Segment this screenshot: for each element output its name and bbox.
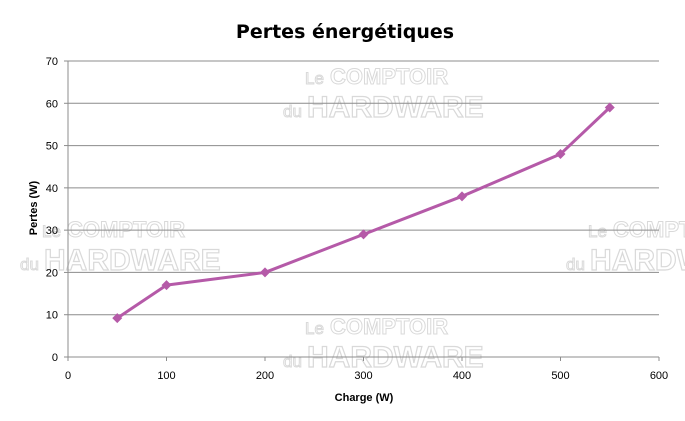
watermark-text: du (283, 102, 302, 121)
x-tick-label: 100 (157, 370, 175, 382)
data-point-marker (358, 229, 369, 240)
x-tick-label: 300 (354, 370, 372, 382)
watermark-text: HARDWARE (307, 91, 484, 124)
watermark-text: du (20, 255, 39, 274)
x-tick-labels: 0 100 200 300 400 500 600 (65, 357, 668, 382)
watermark-text: COMPTOIR (330, 64, 448, 89)
chart-title: Pertes énergétiques (236, 21, 454, 43)
watermark-text: Le (305, 319, 324, 338)
watermark-text: Le (42, 222, 61, 241)
x-tick-label: 400 (453, 370, 471, 382)
data-point-marker (457, 191, 467, 202)
y-tick-labels: 0 10 20 30 40 50 60 70 (46, 56, 68, 364)
watermark-text: du (283, 352, 302, 371)
watermark-text: Le (588, 222, 607, 241)
watermark-text: HARDWARE (44, 244, 221, 277)
series-group (112, 102, 615, 324)
watermark-group: Le COMPTOIR du HARDWARE Le COMPTOIR du HARDWARE… (20, 64, 685, 375)
y-tick-label: 60 (46, 98, 58, 110)
x-tick-label: 200 (256, 370, 274, 382)
watermark-text: du (566, 255, 585, 274)
y-tick-label: 0 (52, 352, 58, 364)
watermark-text: COMPTOIR (330, 314, 448, 339)
data-point-marker (112, 313, 123, 324)
data-point-marker (555, 149, 566, 160)
y-tick-label: 20 (46, 267, 58, 279)
data-point-marker (161, 280, 172, 291)
watermark-text: COMPTOIR (613, 217, 685, 242)
data-point-marker (260, 267, 270, 278)
y-tick-label: 10 (46, 310, 58, 322)
watermark-text: HARDWARE (590, 244, 685, 277)
x-tick-label: 0 (65, 370, 71, 382)
y-tick-label: 70 (46, 56, 58, 68)
x-tick-label: 600 (650, 370, 668, 382)
series-line (116, 106, 611, 320)
x-axis-label: Charge (W) (335, 392, 394, 404)
y-tick-label: 30 (46, 225, 58, 237)
y-axis-label: Pertes (W) (28, 180, 40, 235)
y-tick-label: 40 (46, 183, 58, 195)
watermark-text: COMPTOIR (67, 217, 185, 242)
watermark-text: Le (305, 69, 324, 88)
x-tick-label: 500 (551, 370, 569, 382)
data-point-marker (604, 102, 615, 113)
y-tick-label: 50 (46, 141, 58, 153)
